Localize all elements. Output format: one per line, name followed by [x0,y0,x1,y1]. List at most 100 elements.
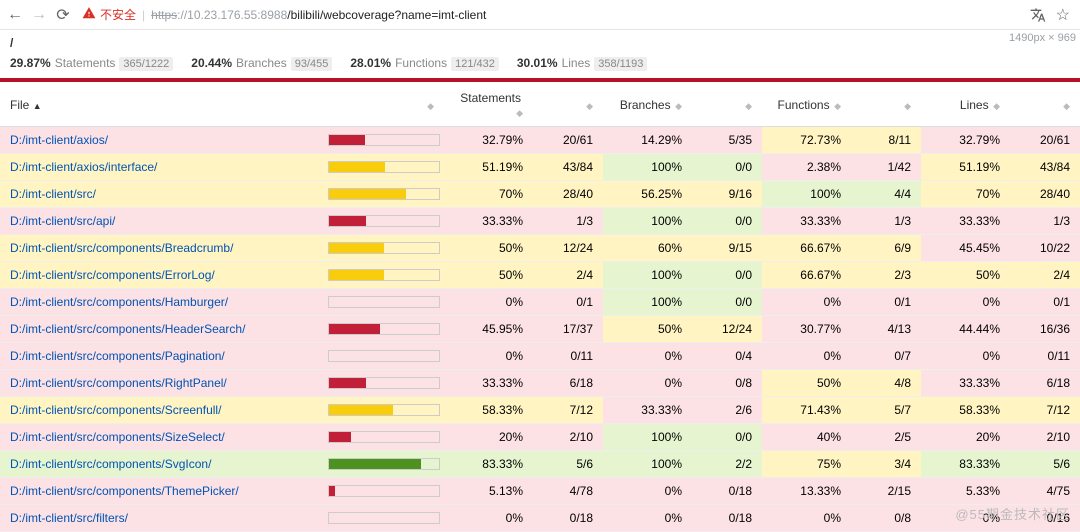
breadcrumb: / [0,30,1080,52]
ln-raw: 6/18 [1010,370,1080,397]
summary-item: 20.44%Branches93/455 [191,56,332,70]
col-statements[interactable]: Statements ◆ [444,84,533,127]
summary-item: 30.01%Lines358/1193 [517,56,647,70]
url: https://10.23.176.55:8988/bilibili/webco… [151,8,486,22]
fn-pct: 100% [762,181,851,208]
fn-raw: 4/4 [851,181,921,208]
file-cell: D:/imt-client/src/api/ [0,208,320,235]
br-pct: 100% [603,424,692,451]
fn-raw: 2/5 [851,424,921,451]
file-link[interactable]: D:/imt-client/axios/ [10,133,108,147]
progress-bar [328,161,440,173]
file-link[interactable]: D:/imt-client/src/components/Screenfull/ [10,403,221,417]
st-pct: 45.95% [444,316,533,343]
file-cell: D:/imt-client/src/components/Hamburger/ [0,289,320,316]
file-link[interactable]: D:/imt-client/src/components/Pagination/ [10,349,225,363]
col-lines[interactable]: Lines ◆ [921,84,1010,127]
br-raw: 2/2 [692,451,762,478]
file-link[interactable]: D:/imt-client/src/api/ [10,214,115,228]
st-raw: 4/78 [533,478,603,505]
col-branches-raw[interactable]: ◆ [692,84,762,127]
ln-raw: 10/22 [1010,235,1080,262]
table-row: D:/imt-client/src/components/Hamburger/0… [0,289,1080,316]
file-link[interactable]: D:/imt-client/src/components/SizeSelect/ [10,430,225,444]
br-raw: 12/24 [692,316,762,343]
col-branches[interactable]: Branches ◆ [603,84,692,127]
table-body: D:/imt-client/axios/32.79%20/6114.29%5/3… [0,127,1080,532]
ln-raw: 0/1 [1010,289,1080,316]
file-link[interactable]: D:/imt-client/src/components/Hamburger/ [10,295,228,309]
file-link[interactable]: D:/imt-client/src/components/RightPanel/ [10,376,227,390]
file-link[interactable]: D:/imt-client/src/components/ThemePicker… [10,484,239,498]
ln-pct: 32.79% [921,127,1010,154]
progress-bar [328,242,440,254]
br-pct: 33.33% [603,397,692,424]
ln-pct: 0% [921,343,1010,370]
st-pct: 0% [444,505,533,532]
table-row: D:/imt-client/src/components/Screenfull/… [0,397,1080,424]
progress-bar [328,215,440,227]
progress-bar [328,431,440,443]
file-cell: D:/imt-client/src/components/SizeSelect/ [0,424,320,451]
ln-pct: 5.33% [921,478,1010,505]
summary-bar [0,78,1080,82]
file-link[interactable]: D:/imt-client/axios/interface/ [10,160,157,174]
col-bar[interactable]: ◆ [320,84,444,127]
file-link[interactable]: D:/imt-client/src/components/SvgIcon/ [10,457,211,471]
address-bar[interactable]: 不安全 | https://10.23.176.55:8988/bilibili… [82,6,486,23]
file-link[interactable]: D:/imt-client/src/components/Breadcrumb/ [10,241,233,255]
bookmark-icon[interactable]: ☆ [1056,5,1070,25]
st-raw: 0/18 [533,505,603,532]
fn-pct: 71.43% [762,397,851,424]
progress-cell [320,289,444,316]
col-statements-raw[interactable]: ◆ [533,84,603,127]
progress-bar [328,134,440,146]
file-link[interactable]: D:/imt-client/src/ [10,187,96,201]
st-raw: 2/10 [533,424,603,451]
back-icon[interactable]: ← [6,6,24,24]
file-cell: D:/imt-client/src/filters/ [0,505,320,532]
table-row: D:/imt-client/axios/interface/51.19%43/8… [0,154,1080,181]
progress-bar [328,296,440,308]
br-pct: 0% [603,370,692,397]
fn-pct: 50% [762,370,851,397]
fn-pct: 66.67% [762,235,851,262]
reload-icon[interactable]: ⟳ [54,6,72,24]
fn-pct: 66.67% [762,262,851,289]
table-row: D:/imt-client/src/components/RightPanel/… [0,370,1080,397]
file-link[interactable]: D:/imt-client/src/filters/ [10,511,128,525]
st-raw: 5/6 [533,451,603,478]
progress-bar [328,377,440,389]
translate-icon[interactable] [1030,7,1046,23]
progress-cell [320,370,444,397]
forward-icon[interactable]: → [30,6,48,24]
table-row: D:/imt-client/src/components/ErrorLog/50… [0,262,1080,289]
browser-toolbar: ← → ⟳ 不安全 | https://10.23.176.55:8988/bi… [0,0,1080,30]
st-pct: 70% [444,181,533,208]
col-file[interactable]: File ▲ [0,84,320,127]
table-row: D:/imt-client/src/api/33.33%1/3100%0/033… [0,208,1080,235]
warning-icon [82,6,96,23]
st-pct: 33.33% [444,370,533,397]
file-link[interactable]: D:/imt-client/src/components/ErrorLog/ [10,268,215,282]
col-functions[interactable]: Functions ◆ [762,84,851,127]
ln-raw: 43/84 [1010,154,1080,181]
table-row: D:/imt-client/src/components/ThemePicker… [0,478,1080,505]
fn-pct: 0% [762,505,851,532]
br-raw: 0/0 [692,262,762,289]
table-row: D:/imt-client/src/filters/0%0/180%0/180%… [0,505,1080,532]
file-link[interactable]: D:/imt-client/src/components/HeaderSearc… [10,322,245,336]
col-lines-raw[interactable]: ◆ [1010,84,1080,127]
file-cell: D:/imt-client/src/components/SvgIcon/ [0,451,320,478]
st-raw: 0/11 [533,343,603,370]
progress-cell [320,262,444,289]
col-functions-raw[interactable]: ◆ [851,84,921,127]
file-cell: D:/imt-client/src/components/Pagination/ [0,343,320,370]
coverage-table: File ▲ ◆ Statements ◆ ◆ Branches ◆ ◆ Fun… [0,84,1080,532]
br-raw: 0/0 [692,154,762,181]
progress-cell [320,316,444,343]
progress-cell [320,424,444,451]
insecure-label: 不安全 [100,6,136,23]
ln-pct: 0% [921,289,1010,316]
fn-pct: 13.33% [762,478,851,505]
